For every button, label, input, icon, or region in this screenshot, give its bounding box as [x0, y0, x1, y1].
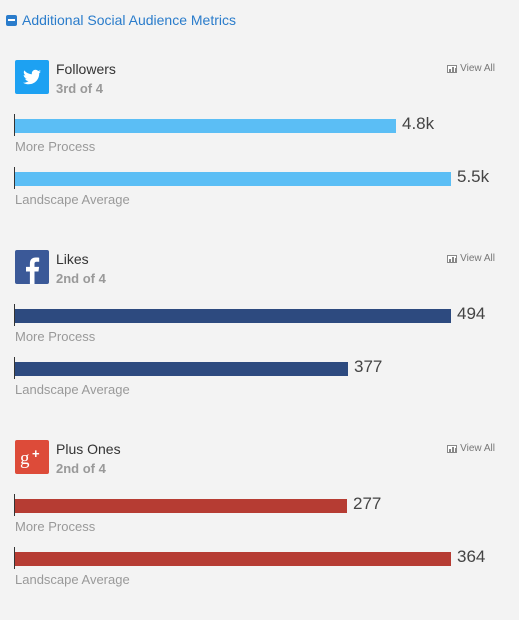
view-all-label: View All — [460, 63, 495, 74]
likes-section: Likes 2nd of 4 View All 494 More Process… — [0, 250, 519, 430]
plus-ones-rank: 2nd of 4 — [56, 461, 106, 476]
followers-rank: 3rd of 4 — [56, 81, 103, 96]
plus-ones-bar-landscape-average — [15, 552, 451, 566]
axis-line — [14, 304, 15, 326]
followers-view-all-link[interactable]: View All — [447, 63, 495, 74]
facebook-icon — [15, 250, 49, 284]
google-plus-icon: g + — [15, 440, 49, 474]
likes-title: Likes — [56, 251, 89, 267]
axis-line — [14, 357, 15, 379]
plus-ones-view-all-link[interactable]: View All — [447, 443, 495, 454]
plus-ones-metric-more-process: 277 More Process — [0, 494, 519, 539]
section-header[interactable]: Additional Social Audience Metrics — [6, 10, 236, 30]
likes-label-more-process: More Process — [15, 329, 96, 344]
view-all-label: View All — [460, 253, 495, 264]
likes-metric-more-process: 494 More Process — [0, 304, 519, 349]
followers-metric-landscape-average: 5.5k Landscape Average — [0, 167, 519, 212]
plus-ones-label-more-process: More Process — [15, 519, 96, 534]
followers-label-landscape-average: Landscape Average — [15, 192, 130, 207]
likes-metric-landscape-average: 377 Landscape Average — [0, 357, 519, 402]
bar-chart-icon — [447, 64, 458, 73]
plus-ones-label-landscape-average: Landscape Average — [15, 572, 130, 587]
bar-chart-icon — [447, 444, 458, 453]
followers-value-landscape-average: 5.5k — [457, 167, 490, 186]
plus-ones-metric-landscape-average: 364 Landscape Average — [0, 547, 519, 592]
plus-ones-bar-more-process — [15, 499, 347, 513]
likes-label-landscape-average: Landscape Average — [15, 382, 130, 397]
axis-line — [14, 494, 15, 516]
likes-rank: 2nd of 4 — [56, 271, 106, 286]
twitter-icon — [15, 60, 49, 94]
view-all-label: View All — [460, 443, 495, 454]
likes-bar-more-process — [15, 309, 451, 323]
axis-line — [14, 547, 15, 569]
followers-bar-landscape-average — [15, 172, 451, 186]
likes-value-more-process: 494 — [457, 304, 486, 323]
svg-text:+: + — [32, 446, 40, 461]
likes-value-landscape-average: 377 — [354, 357, 383, 376]
plus-ones-value-landscape-average: 364 — [457, 547, 486, 566]
collapse-icon[interactable] — [6, 14, 17, 26]
section-title: Additional Social Audience Metrics — [22, 12, 237, 28]
axis-line — [14, 114, 15, 136]
plus-ones-title: Plus Ones — [56, 441, 121, 457]
likes-bar-landscape-average — [15, 362, 348, 376]
followers-title: Followers — [56, 61, 116, 77]
followers-section: Followers 3rd of 4 View All 4.8k More Pr… — [0, 60, 519, 240]
plus-ones-value-more-process: 277 — [353, 494, 382, 513]
bar-chart-icon — [447, 254, 458, 263]
followers-value-more-process: 4.8k — [402, 114, 435, 133]
followers-bar-more-process — [15, 119, 396, 133]
axis-line — [14, 167, 15, 189]
svg-text:g: g — [20, 448, 30, 469]
plus-ones-section: g + Plus Ones 2nd of 4 View All 277 More… — [0, 440, 519, 620]
followers-metric-more-process: 4.8k More Process — [0, 114, 519, 159]
likes-view-all-link[interactable]: View All — [447, 253, 495, 264]
followers-label-more-process: More Process — [15, 139, 96, 154]
